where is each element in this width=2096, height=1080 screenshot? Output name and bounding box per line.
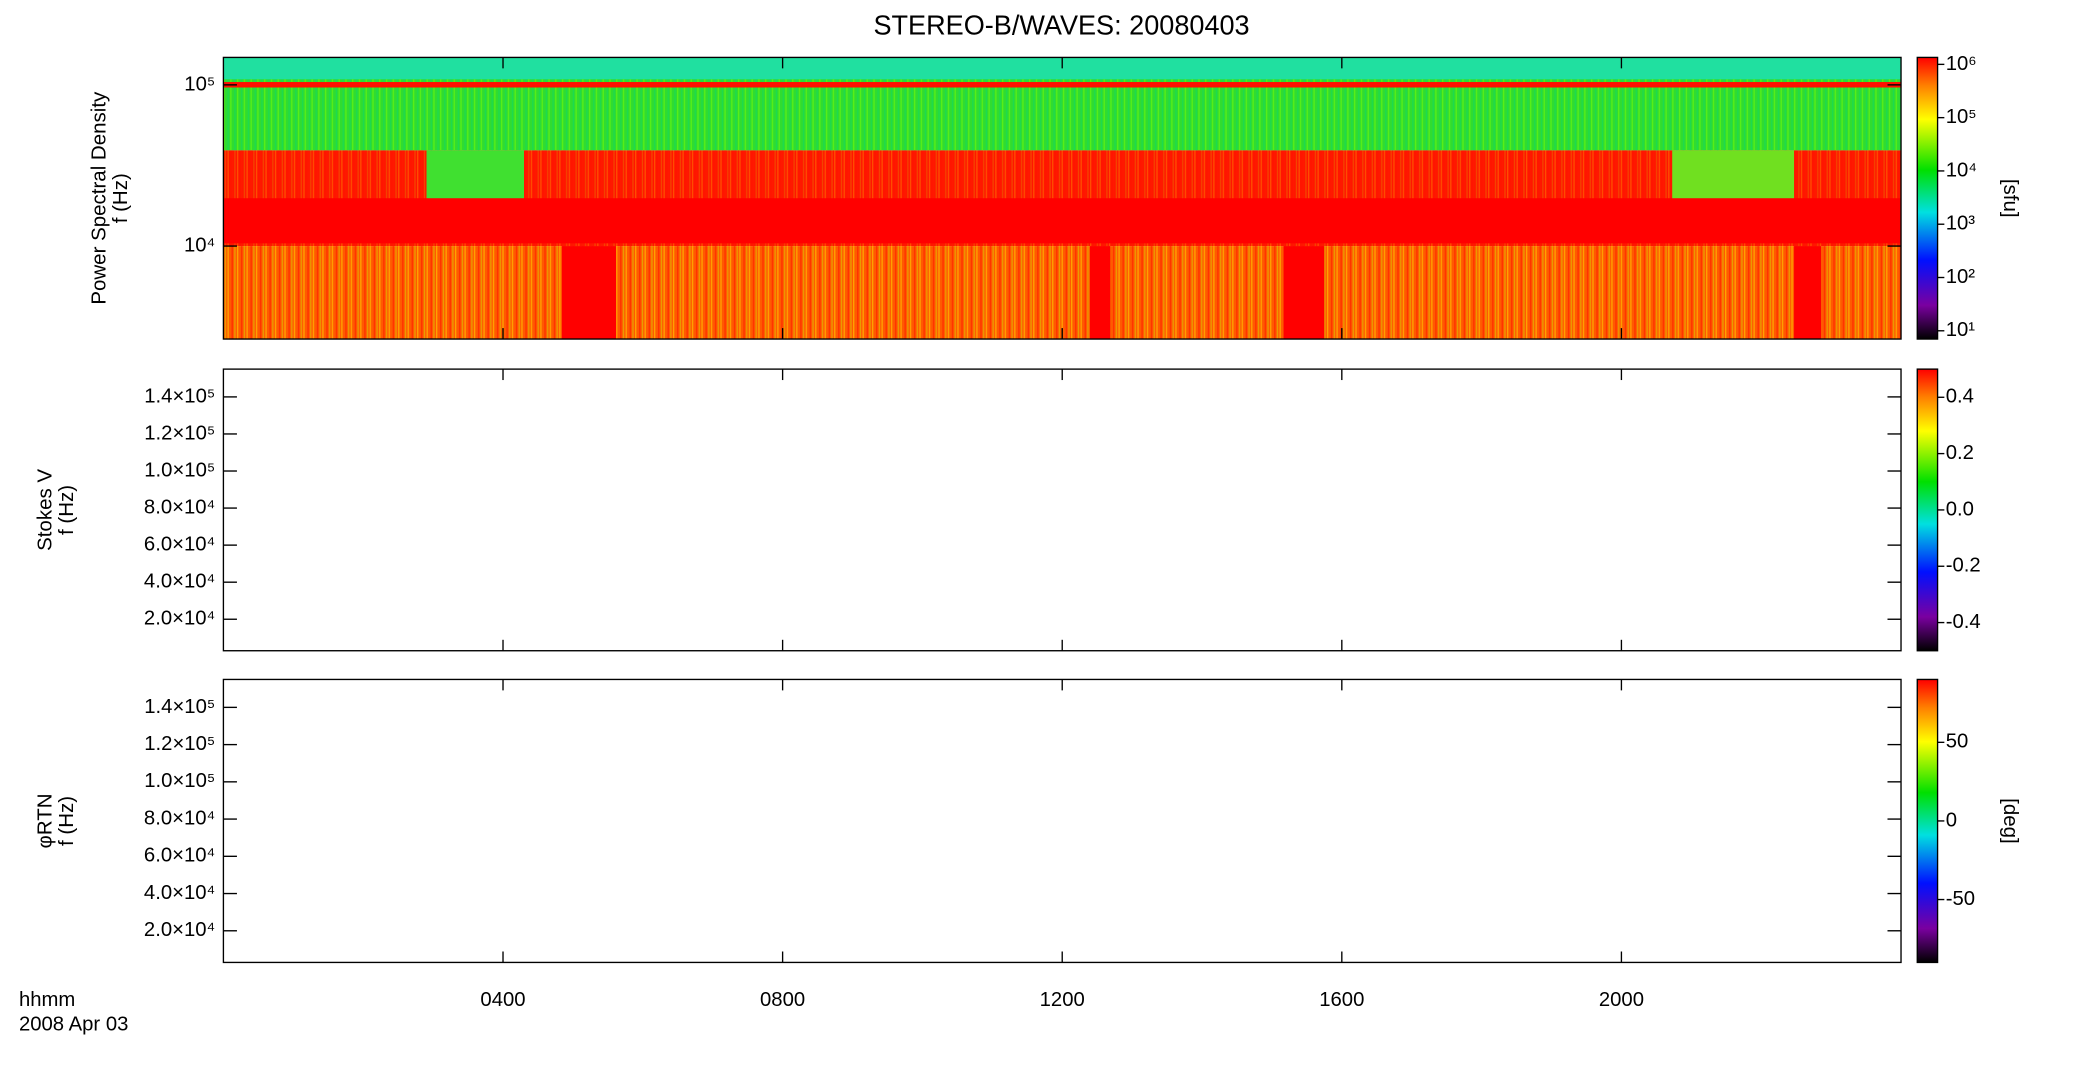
spectrogram-region <box>1089 246 1111 340</box>
y-tick-label: 4.0×10⁴ <box>144 882 215 904</box>
y-tick-label: 1.0×10⁵ <box>144 770 215 792</box>
spectrogram-region <box>1794 246 1822 340</box>
colorbar <box>1916 56 1939 340</box>
x-tick-label: 0400 <box>480 989 525 1011</box>
colorbar-tick-label: 0.2 <box>1946 442 1974 464</box>
y-tick-label: 1.2×10⁵ <box>144 733 215 755</box>
spectrogram-region <box>561 246 617 340</box>
y-axis-label: Stokes V <box>34 469 56 551</box>
y-tick-label: 4.0×10⁴ <box>144 571 215 593</box>
x-axis-label: hhmm <box>19 989 75 1011</box>
plot-frame <box>222 368 1902 652</box>
spectrogram-image <box>223 57 1902 340</box>
y-tick-label: 10⁴ <box>184 234 215 256</box>
colorbar-tick-label: 10³ <box>1946 213 1976 235</box>
spectrogram-region <box>1672 150 1795 206</box>
plot-frame <box>222 678 1902 964</box>
colorbar <box>1916 368 1939 652</box>
y-tick-label: 2.0×10⁴ <box>144 919 215 941</box>
colorbar-tick-label: 10² <box>1946 266 1976 288</box>
chart-title: STEREO-B/WAVES: 20080403 <box>873 9 1249 40</box>
colorbar-tick-label: -50 <box>1946 888 1975 910</box>
y-tick-label: 10⁵ <box>184 73 215 95</box>
colorbar-tick-label: 0.0 <box>1946 498 1974 520</box>
colorbar-label: [deg] <box>1999 798 2021 844</box>
y-axis-label: φRTN <box>34 793 56 848</box>
spectrogram-region <box>223 82 1902 88</box>
y-axis-label: f (Hz) <box>56 485 78 535</box>
y-tick-label: 6.0×10⁴ <box>144 533 215 555</box>
y-axis-label: f (Hz) <box>56 796 78 846</box>
y-axis-label: f (Hz) <box>110 173 132 223</box>
colorbar-tick-label: -0.4 <box>1946 611 1981 633</box>
x-tick-label: 0800 <box>760 989 805 1011</box>
colorbar-tick-label: 50 <box>1946 731 1969 753</box>
spectrogram-region <box>1283 246 1325 340</box>
y-tick-label: 1.4×10⁵ <box>144 385 215 407</box>
y-tick-label: 2.0×10⁴ <box>144 608 215 630</box>
x-tick-label: 1600 <box>1319 989 1364 1011</box>
colorbar-tick-label: 10⁶ <box>1946 53 1977 75</box>
colorbar <box>1916 678 1939 964</box>
colorbar-tick-label: -0.2 <box>1946 555 1981 577</box>
spectrogram-region <box>223 198 1902 244</box>
x-axis-date: 2008 Apr 03 <box>19 1014 128 1036</box>
x-tick-label: 1200 <box>1040 989 1085 1011</box>
colorbar-tick-label: 0.4 <box>1946 386 1974 408</box>
spectrogram-region <box>223 79 1902 151</box>
colorbar-tick-label: 10⁵ <box>1946 106 1977 128</box>
y-tick-label: 1.0×10⁵ <box>144 459 215 481</box>
x-tick-label: 2000 <box>1599 989 1644 1011</box>
colorbar-tick-label: 10¹ <box>1946 319 1976 341</box>
y-tick-label: 1.2×10⁵ <box>144 422 215 444</box>
y-tick-label: 8.0×10⁴ <box>144 496 215 518</box>
colorbar-label: [sfu] <box>1999 179 2021 218</box>
y-axis-label: Power Spectral Density <box>89 91 111 305</box>
y-tick-label: 1.4×10⁵ <box>144 696 215 718</box>
y-tick-label: 6.0×10⁴ <box>144 845 215 867</box>
colorbar-tick-label: 0 <box>1946 809 1957 831</box>
y-tick-label: 8.0×10⁴ <box>144 807 215 829</box>
spectrogram-region <box>223 246 1902 340</box>
colorbar-tick-label: 10⁴ <box>1946 159 1977 181</box>
